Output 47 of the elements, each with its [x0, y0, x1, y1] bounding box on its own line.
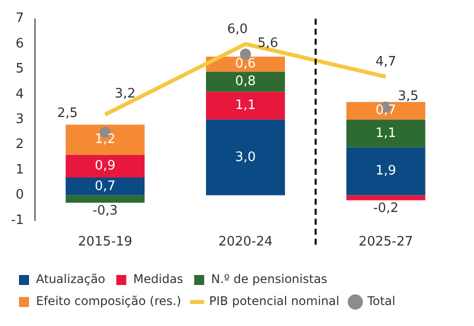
legend-label: Total [366, 294, 396, 308]
bar [66, 154, 145, 178]
y-tick-label: -1 [10, 212, 24, 228]
data-label: -0,3 [92, 204, 118, 219]
data-label: 0,8 [235, 74, 256, 90]
data-label: 0,7 [94, 178, 116, 194]
legend-label: N.º de pensionistas [211, 272, 328, 286]
data-label: 0,9 [94, 158, 116, 174]
data-label: 6,0 [227, 22, 248, 37]
data-label: 1,1 [235, 98, 256, 114]
data-label: 3,5 [398, 88, 419, 104]
legend-label: PIB potencial nominal [209, 294, 340, 308]
y-tick-label: 2 [16, 137, 24, 152]
data-label: 5,6 [257, 36, 278, 51]
data-label: 1,9 [375, 164, 396, 179]
y-tick-label: 3 [16, 112, 24, 127]
data-label: -0,2 [373, 201, 399, 216]
bar [206, 120, 285, 196]
data-label: 1,1 [375, 126, 396, 141]
bar [346, 120, 426, 148]
x-tick-label: 2025-27 [358, 234, 413, 250]
y-tick-label: 7 [16, 11, 24, 26]
bar [346, 195, 426, 200]
y-tick-label: 0 [16, 188, 24, 203]
bar [206, 92, 285, 120]
data-label: 2,5 [57, 106, 78, 122]
bar [346, 147, 426, 196]
x-tick-label: 2020-24 [218, 234, 273, 250]
legend-label: Medidas [133, 272, 184, 286]
legend-label: Atualização [36, 272, 106, 286]
y-tick-label: 1 [16, 162, 24, 178]
y-tick-label: 6 [16, 36, 24, 52]
legend-label: Efeito composição (res.) [36, 294, 182, 308]
data-label: 3,2 [114, 86, 136, 102]
bar [66, 195, 145, 203]
data-label: 3,0 [235, 150, 256, 165]
data-label: 4,7 [375, 54, 396, 70]
x-tick-label: 2015-19 [78, 234, 132, 250]
y-tick-label: 5 [16, 62, 24, 77]
bar [206, 72, 285, 92]
bar [66, 124, 145, 155]
data-label: 0,6 [235, 56, 256, 72]
data-label: 1,2 [94, 132, 116, 148]
bar [66, 178, 145, 196]
y-tick-label: 4 [16, 86, 24, 102]
data-label: 0,7 [375, 103, 396, 118]
bar [346, 102, 426, 120]
